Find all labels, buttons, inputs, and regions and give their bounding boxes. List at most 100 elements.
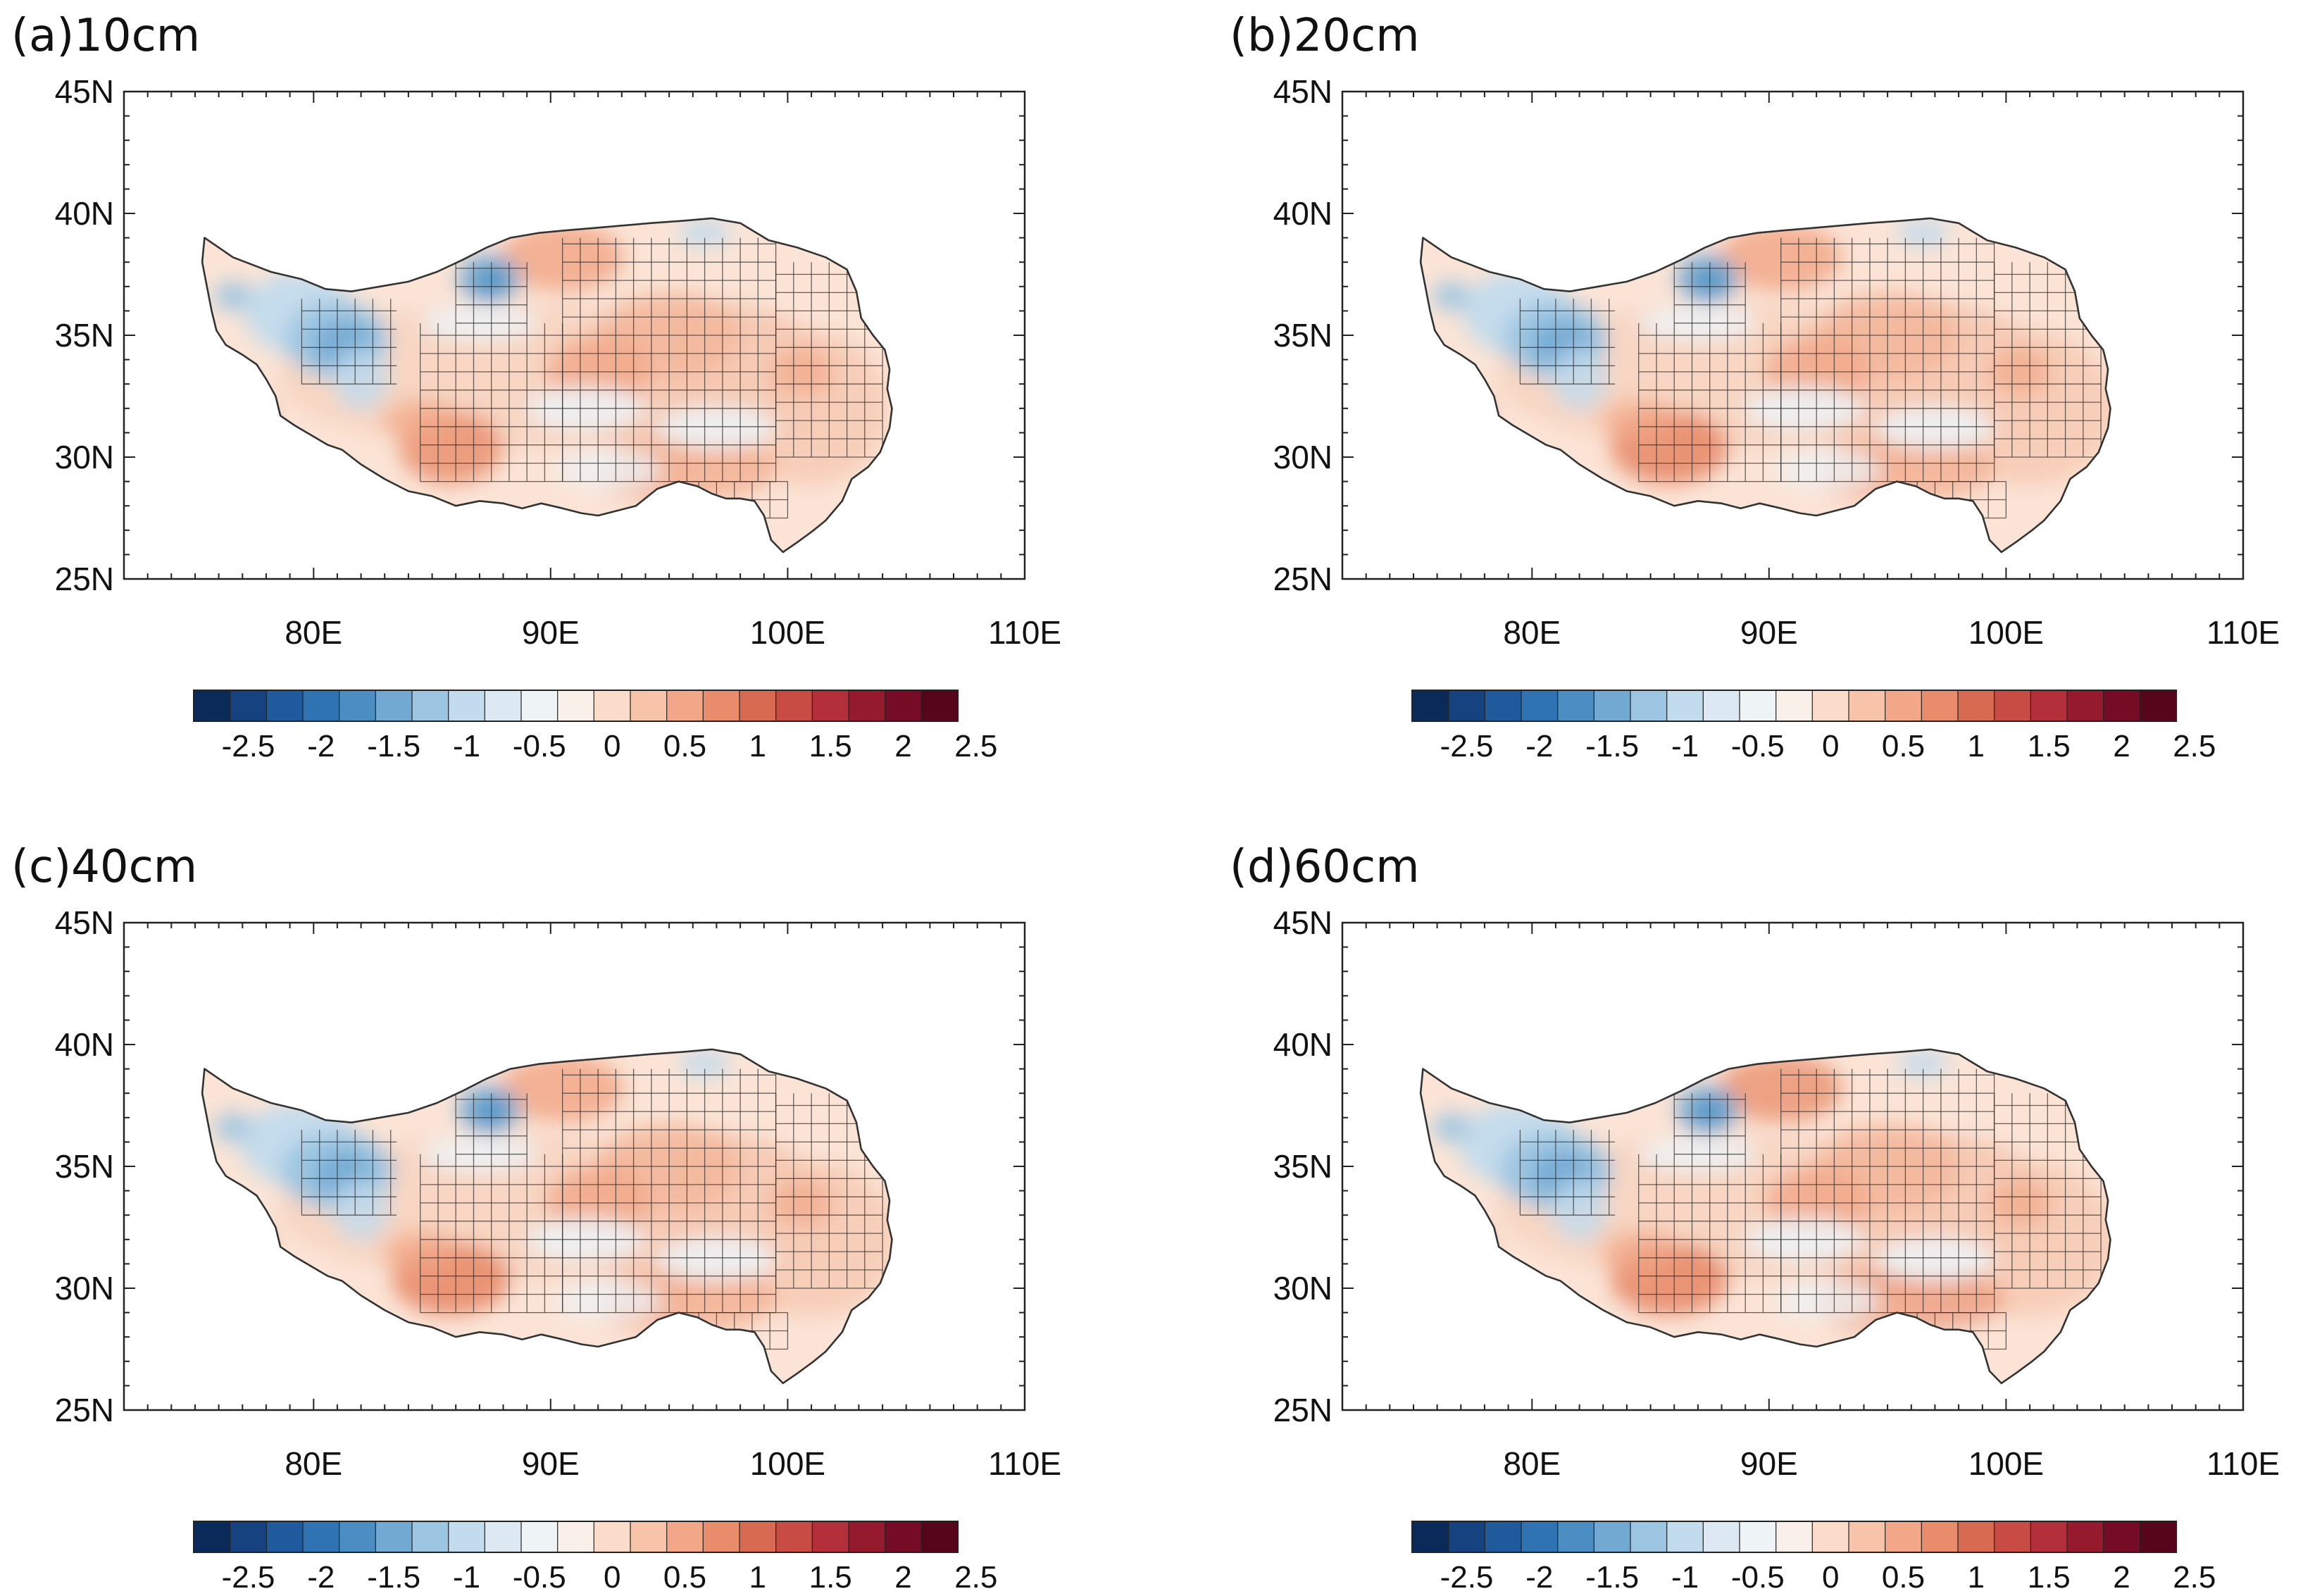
colorbar-swatch [2066,690,2104,722]
colorbar-swatch [1521,1521,1559,1553]
anomaly-field [202,1049,892,1383]
lon-tick-label: 90E [522,1445,580,1482]
lat-tick-label: 40N [55,195,114,232]
anomaly-blob [213,281,252,311]
colorbar-swatch [1593,1521,1632,1553]
lon-tick-label: 110E [2207,614,2280,651]
panel-title: (c)40cm [11,841,197,893]
colorbar-swatch [411,690,449,722]
significance-hatching [301,237,883,519]
colorbar-label: 0.5 [663,729,706,763]
anomaly-blob [1776,449,1880,489]
colorbar-label: 2 [2113,729,2130,763]
colorbar-label: -2 [1525,729,1553,763]
significance-hatching [301,1068,883,1350]
map-panel-svg: (a)10cm 45N 40N 35N 30N 25N 80E 90E 100E 110E -2.5… [11,10,1061,763]
colorbar-label: -2 [1525,1560,1553,1595]
map-panel-4: (d)60cm 45N 40N 35N 30N 25N 80E 90E 100E 110E -2.5… [1218,831,2303,1595]
anomaly-field [202,218,892,552]
colorbar-swatch [593,1521,632,1553]
plateau-boundary [201,1048,893,1385]
colorbar-label: -2.5 [222,729,275,763]
colorbar-label: 0 [604,729,620,763]
colorbar-swatch [811,1521,850,1553]
anomaly-blob [1776,1280,1880,1320]
plateau-boundary [201,217,893,554]
colorbar-label: 0.5 [1882,1560,1925,1595]
lon-tick-label: 100E [750,614,825,651]
colorbar-label: 1 [749,1560,766,1595]
colorbar-swatch [2030,1521,2068,1553]
map-panel-svg: (d)60cm 45N 40N 35N 30N 25N 80E 90E 100E 110E -2.5… [1230,841,2280,1595]
lon-tick-label: 100E [750,1445,825,1482]
colorbar-swatch [266,1521,304,1553]
colorbar-swatch [811,690,850,722]
lon-tick-label: 80E [285,614,342,651]
colorbar-swatch [630,1521,668,1553]
panel-title: (b)20cm [1230,10,1420,62]
anomaly-blob [678,1049,731,1079]
anomaly-blob [770,347,833,397]
colorbar-swatch [520,690,558,722]
colorbar-swatch [702,690,741,722]
colorbar-swatch [1848,1521,1886,1553]
anomaly-blob [558,449,662,489]
lon-tick-label: 80E [1503,614,1561,651]
anomaly-blob [558,1280,662,1320]
colorbar-label: -2.5 [1440,1560,1494,1595]
colorbar-swatch [230,690,268,722]
colorbar-label: 1 [749,729,766,763]
colorbar-swatch [193,1521,231,1553]
colorbar-label: 1.5 [2028,729,2071,763]
colorbar: -2.5 -2 -1.5 -1 -0.5 0 0.5 1 1.5 2 2.5 [1411,690,2216,763]
colorbar-label: -2.5 [222,1560,275,1595]
colorbar-swatch [1702,690,1741,722]
colorbar-swatch [1885,1521,1923,1553]
colorbar-swatch [848,1521,886,1553]
colorbar-swatch [1994,690,2032,722]
colorbar-swatch [1848,690,1886,722]
colorbar-swatch [1775,690,1814,722]
colorbar-swatch [1921,690,1959,722]
lat-tick-label: 40N [55,1026,114,1063]
colorbar-swatch [1557,1521,1595,1553]
colorbar-label: 2.5 [954,1560,997,1595]
colorbar-label: -0.5 [1731,729,1785,763]
colorbar-swatch [1630,690,1668,722]
colorbar-swatch [1739,690,1777,722]
panel-title: (a)10cm [11,10,200,62]
colorbar-swatch [484,1521,523,1553]
panel-title: (d)60cm [1230,841,1420,893]
colorbar-swatch [630,690,668,722]
colorbar-label: 1.5 [809,1560,852,1595]
colorbar-swatch [302,690,340,722]
colorbar-swatch [1411,690,1449,722]
colorbar-swatch [375,690,413,722]
colorbar-swatch [2139,1521,2178,1553]
anomaly-blob [1989,347,2052,397]
colorbar-swatch [739,1521,777,1553]
colorbar-swatch [775,1521,813,1553]
colorbar-label: 2 [2113,1560,2130,1595]
lon-tick-label: 90E [1740,614,1798,651]
lat-tick-label: 25N [55,561,114,597]
colorbar-swatch [1994,1521,2032,1553]
colorbar-swatch [375,1521,413,1553]
anomaly-blob [1989,1178,2052,1228]
colorbar-swatch [1811,1521,1850,1553]
colorbar-swatch [2103,1521,2141,1553]
colorbar-swatch [339,1521,377,1553]
colorbar-label: 1.5 [809,729,852,763]
lat-tick-label: 35N [55,317,114,354]
colorbar: -2.5 -2 -1.5 -1 -0.5 0 0.5 1 1.5 2 2.5 [193,1521,997,1595]
colorbar-label: -2 [307,729,335,763]
colorbar-swatch [1630,1521,1668,1553]
colorbar-label: 1 [1968,1560,1985,1595]
anomaly-blob [332,1178,389,1242]
significance-hatching [1519,237,2102,519]
anomaly-blob [1432,1112,1471,1142]
lon-tick-label: 110E [988,1445,1061,1482]
colorbar-swatch [266,690,304,722]
colorbar-label: 2 [894,729,911,763]
